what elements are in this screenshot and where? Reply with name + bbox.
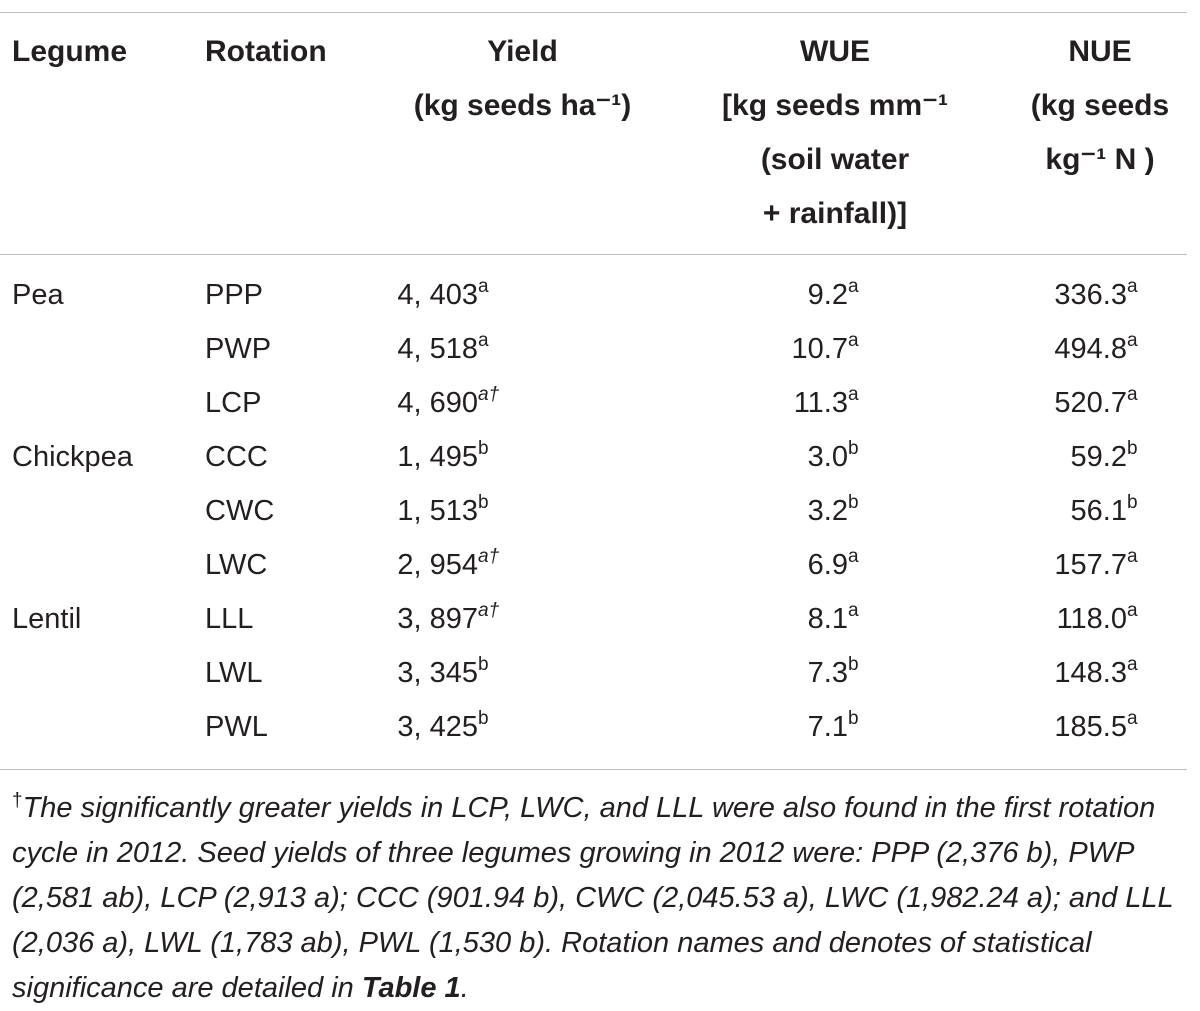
nue-value: 148.3 <box>1054 657 1127 689</box>
cell-wue: 9.2a <box>807 276 859 311</box>
nue-value: 494.8 <box>1054 333 1127 365</box>
yield-value: 2, 954 <box>397 549 478 581</box>
wue-value: 11.3 <box>793 387 848 419</box>
cell-yield: 3, 425b <box>397 708 489 743</box>
cell-yield: 4, 403a <box>397 276 489 311</box>
cell-rotation: CCC <box>205 441 268 473</box>
header-legume: Legume <box>12 35 128 68</box>
nue-value: 520.7 <box>1054 387 1127 419</box>
cell-rotation: LCP <box>205 387 262 419</box>
cell-rotation: PWL <box>205 711 268 743</box>
table-reference: Table 1 <box>361 972 461 1004</box>
wue-value: 7.1 <box>807 711 848 743</box>
cell-rotation: LWL <box>205 657 263 689</box>
cell-wue: 11.3a <box>793 384 859 419</box>
cell-nue: 157.7a <box>1054 546 1138 581</box>
cell-legume: Pea <box>12 279 64 311</box>
header-wue: WUE [kg seeds mm⁻¹ (soil water + rainfal… <box>722 35 948 230</box>
nue-value: 118.0 <box>1056 603 1127 635</box>
yield-value: 4, 518 <box>397 333 478 365</box>
cell-yield: 3, 345b <box>397 654 489 689</box>
cell-nue: 118.0a <box>1056 600 1138 635</box>
cell-wue: 3.2b <box>807 492 859 527</box>
bottom-rule <box>0 769 1187 770</box>
cell-yield: 2, 954a† <box>397 546 500 581</box>
yield-value: 1, 495 <box>397 441 478 473</box>
cell-nue: 185.5a <box>1054 708 1138 743</box>
cell-nue: 520.7a <box>1054 384 1138 419</box>
cell-nue: 148.3a <box>1054 654 1138 689</box>
header-rule <box>0 254 1187 255</box>
yield-value: 4, 403 <box>397 279 478 311</box>
wue-value: 6.9 <box>807 549 848 581</box>
cell-nue: 494.8a <box>1054 330 1138 365</box>
footnote-text: The significantly greater yields in LCP,… <box>12 792 1174 1004</box>
nue-value: 185.5 <box>1054 711 1127 743</box>
footnote-end: . <box>460 972 469 1004</box>
cell-wue: 3.0b <box>807 438 859 473</box>
cell-legume: Chickpea <box>12 441 133 473</box>
wue-value: 7.3 <box>807 657 848 689</box>
header-yield: Yield (kg seeds ha⁻¹) <box>413 35 632 122</box>
nue-value: 336.3 <box>1054 279 1127 311</box>
cell-wue: 8.1a <box>807 600 859 635</box>
yield-value: 4, 690 <box>397 387 478 419</box>
nue-value: 56.1 <box>1070 495 1127 527</box>
yield-value: 3, 345 <box>397 657 478 689</box>
cell-nue: 59.2b <box>1070 438 1138 473</box>
cell-wue: 7.1b <box>807 708 859 743</box>
nue-value: 59.2 <box>1070 441 1127 473</box>
wue-value: 9.2 <box>807 279 848 311</box>
table-footnote: †The significantly greater yields in LCP… <box>12 786 1188 1011</box>
cell-rotation: LLL <box>205 603 254 635</box>
cell-nue: 336.3a <box>1054 276 1138 311</box>
cell-yield: 1, 495b <box>397 438 489 473</box>
wue-value: 3.2 <box>807 495 848 527</box>
cell-wue: 10.7a <box>791 330 859 365</box>
wue-value: 3.0 <box>807 441 848 473</box>
cell-rotation: PPP <box>205 279 264 311</box>
cell-yield: 3, 897a† <box>397 600 500 635</box>
cell-rotation: PWP <box>205 333 272 365</box>
yield-value: 3, 897 <box>397 603 478 635</box>
cell-yield: 1, 513b <box>397 492 489 527</box>
yield-value: 3, 425 <box>397 711 478 743</box>
cell-yield: 4, 518a <box>397 330 489 365</box>
cell-wue: 7.3b <box>807 654 859 689</box>
top-rule <box>0 12 1187 13</box>
cell-legume: Lentil <box>12 603 82 635</box>
yield-value: 1, 513 <box>397 495 478 527</box>
header-nue: NUE (kg seeds kg⁻¹ N ) <box>1030 35 1170 176</box>
wue-value: 8.1 <box>807 603 848 635</box>
nue-value: 157.7 <box>1054 549 1127 581</box>
dagger-mark: † <box>12 790 23 811</box>
cell-nue: 56.1b <box>1070 492 1138 527</box>
cell-rotation: CWC <box>205 495 275 527</box>
cell-rotation: LWC <box>205 549 268 581</box>
cell-wue: 6.9a <box>807 546 859 581</box>
header-rotation: Rotation <box>205 35 327 68</box>
cell-yield: 4, 690a† <box>397 384 500 419</box>
wue-value: 10.7 <box>791 333 848 365</box>
